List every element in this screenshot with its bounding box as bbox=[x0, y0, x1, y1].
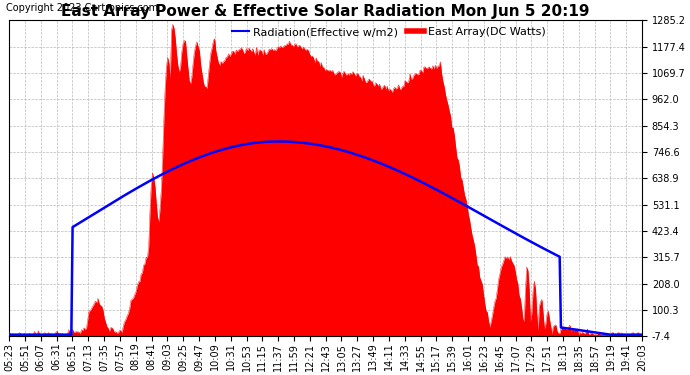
Text: Copyright 2023 Cartronics.com: Copyright 2023 Cartronics.com bbox=[6, 3, 158, 13]
Legend: Radiation(Effective w/m2), East Array(DC Watts): Radiation(Effective w/m2), East Array(DC… bbox=[228, 23, 551, 42]
Title: East Array Power & Effective Solar Radiation Mon Jun 5 20:19: East Array Power & Effective Solar Radia… bbox=[61, 4, 590, 19]
